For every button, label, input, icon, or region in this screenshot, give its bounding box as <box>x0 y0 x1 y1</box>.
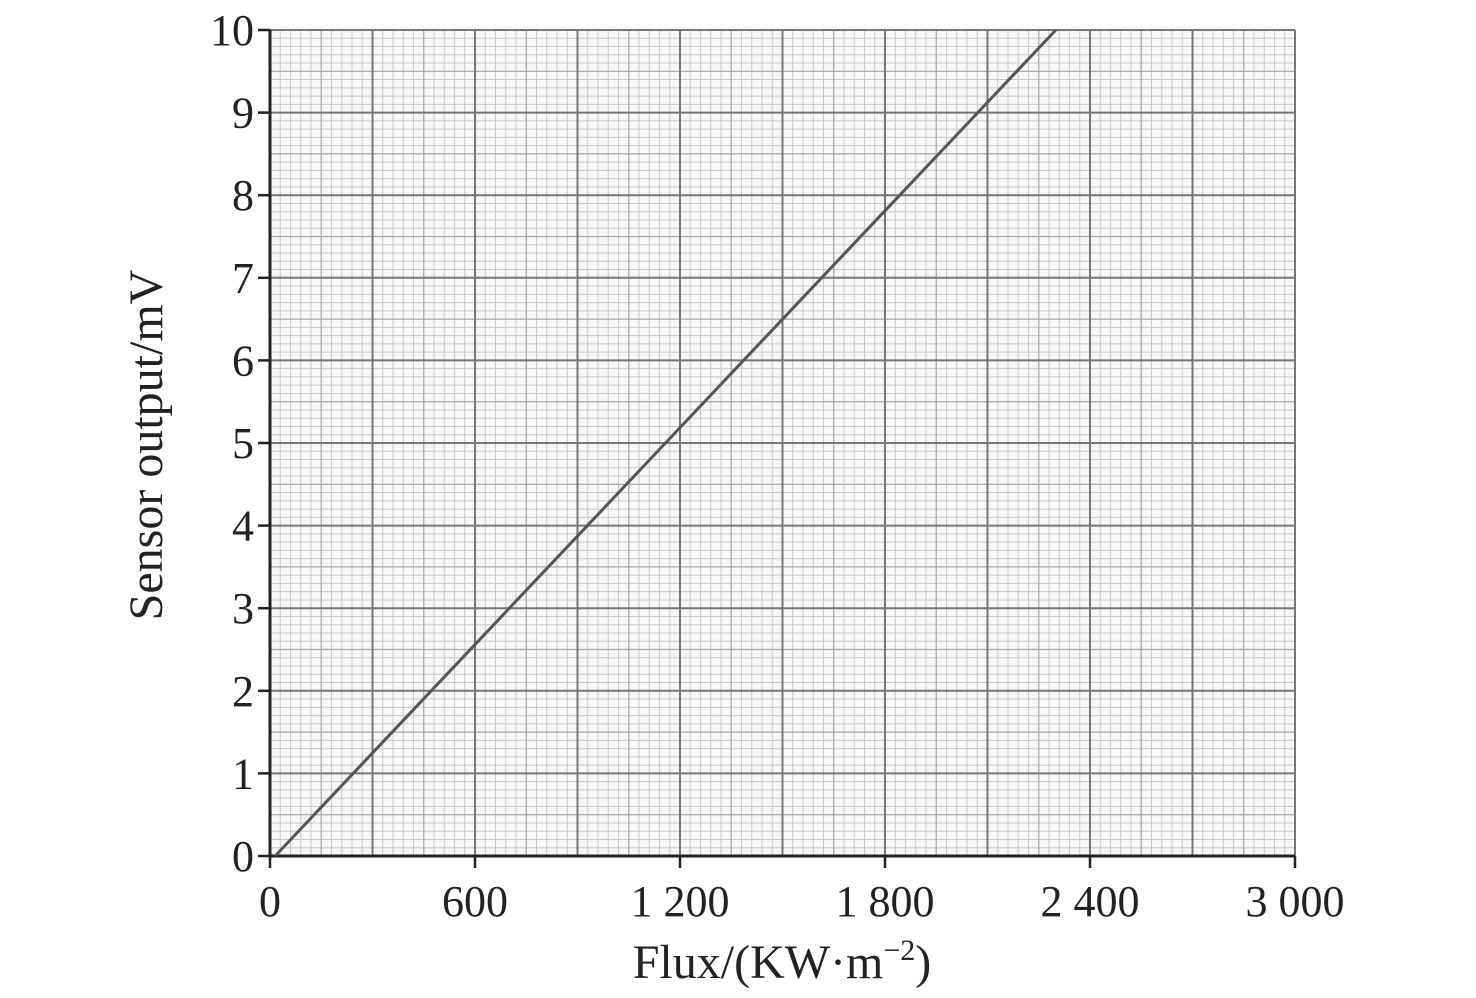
y-tick-label: 9 <box>232 89 254 138</box>
y-tick-label: 8 <box>232 171 254 220</box>
x-tick-label: 600 <box>442 877 508 926</box>
x-tick-labels: 0 600 1 200 1 800 2 400 3 000 <box>259 877 1345 926</box>
y-tick-label: 1 <box>232 749 254 798</box>
axes <box>258 28 1297 868</box>
y-tick-label: 3 <box>232 584 254 633</box>
y-tick-label: 0 <box>232 832 254 881</box>
y-tick-label: 7 <box>232 254 254 303</box>
x-axis-title: Flux/(KW·m−2) <box>633 934 932 989</box>
y-tick-label: 6 <box>232 336 254 385</box>
y-axis-title: Sensor output/mV <box>120 269 173 620</box>
series-line <box>274 28 1057 858</box>
x-tick-label: 0 <box>259 877 281 926</box>
y-tick-labels: 0 1 2 3 4 5 6 7 8 9 10 <box>210 6 254 881</box>
y-tick-label: 5 <box>232 419 254 468</box>
x-tick-label: 1 800 <box>836 877 935 926</box>
y-tick-label: 4 <box>232 502 254 551</box>
y-tick-label: 2 <box>232 667 254 716</box>
x-tick-label: 2 400 <box>1041 877 1140 926</box>
y-tick-label: 10 <box>210 6 254 55</box>
series-layer <box>274 28 1057 858</box>
x-tick-label: 3 000 <box>1246 877 1345 926</box>
x-tick-label: 1 200 <box>631 877 730 926</box>
